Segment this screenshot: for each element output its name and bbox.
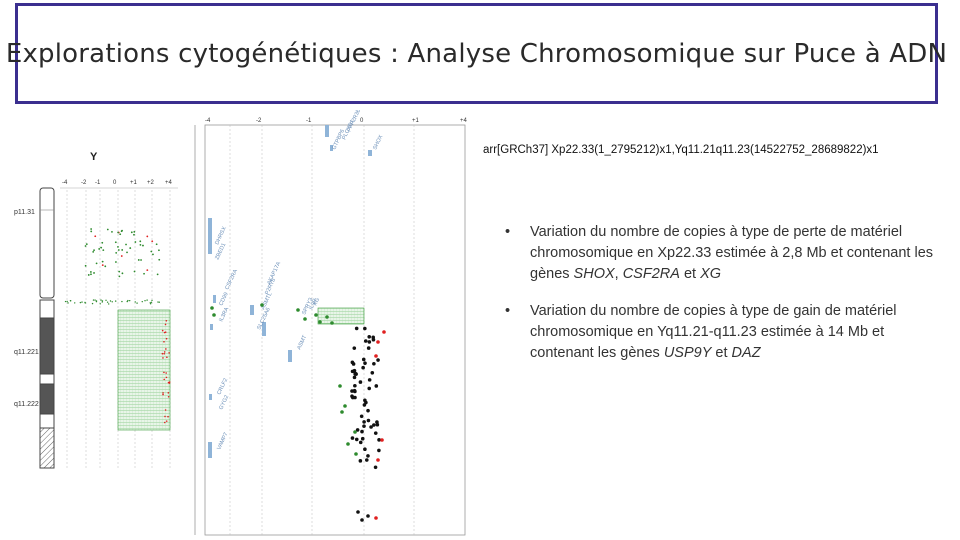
left-axis-ticks: -4 -2 -1 0 +1 +2 +4 bbox=[62, 180, 173, 186]
gene-name: USP9Y bbox=[663, 345, 712, 361]
gene-name: SHOX bbox=[573, 266, 615, 282]
right-tick-label: +4 bbox=[460, 118, 468, 124]
gene-name: DAZ bbox=[731, 345, 761, 361]
left-tick-label: 0 bbox=[113, 180, 117, 186]
right-axis-ticks: -4 -2 -1 0 +1 +4 bbox=[205, 118, 468, 124]
gene-name: CSF2RA bbox=[622, 266, 680, 282]
left-panel: Y -4 -2 -1 0 +1 +2 +4 p11.31 q11.221 q11.222 bbox=[14, 151, 178, 469]
right-tick-label: 0 bbox=[360, 118, 364, 124]
left-tick-label: -2 bbox=[81, 180, 87, 186]
gene-label: GYG2 bbox=[218, 394, 230, 410]
left-tick-label: -4 bbox=[62, 180, 68, 186]
left-tick-label: -1 bbox=[95, 180, 101, 186]
gene-blocks bbox=[208, 125, 372, 458]
band-label-p11-31: p11.31 bbox=[14, 209, 35, 216]
page-title: Explorations cytogénétiques : Analyse Ch… bbox=[5, 38, 948, 69]
bullet-dot: • bbox=[505, 224, 511, 240]
bullet-text: Variation du nombre de copies à type de … bbox=[530, 224, 934, 282]
bullet-dot: • bbox=[505, 303, 511, 319]
title-box: Explorations cytogénétiques : Analyse Ch… bbox=[6, 3, 947, 104]
right-tick-label: -1 bbox=[306, 118, 312, 124]
band-label-q11-221: q11.221 bbox=[14, 349, 39, 356]
left-tick-label: +1 bbox=[130, 180, 138, 186]
gene-label: XG bbox=[312, 297, 321, 307]
left-tick-label: +4 bbox=[165, 180, 173, 186]
band-label-q11-222: q11.222 bbox=[14, 401, 39, 408]
bullet-text: Variation du nombre de copies à type de … bbox=[530, 303, 897, 361]
bullet-item-loss: • Variation du nombre de copies à type d… bbox=[505, 222, 945, 285]
microarray-figure: Y -4 -2 -1 0 +1 +2 +4 p11.31 q11.221 q11.222 bbox=[14, 110, 468, 536]
gene-label: IL9R bbox=[308, 298, 318, 311]
gene-label: CD99 bbox=[218, 292, 229, 307]
bullet-item-gain: • Variation du nombre de copies à type d… bbox=[505, 301, 945, 364]
gene-name: XG bbox=[700, 266, 722, 282]
bullet-list: • Variation du nombre de copies à type d… bbox=[505, 222, 945, 380]
right-tick-label: -2 bbox=[256, 118, 262, 124]
array-formula: arr[GRCh37] Xp22.33(1_2795212)x1,Yq11.21… bbox=[483, 144, 879, 156]
left-tick-label: +2 bbox=[147, 180, 155, 186]
right-tick-label: +1 bbox=[412, 118, 420, 124]
chromosome-label: Y bbox=[90, 151, 98, 163]
right-tick-label: -4 bbox=[205, 118, 211, 124]
